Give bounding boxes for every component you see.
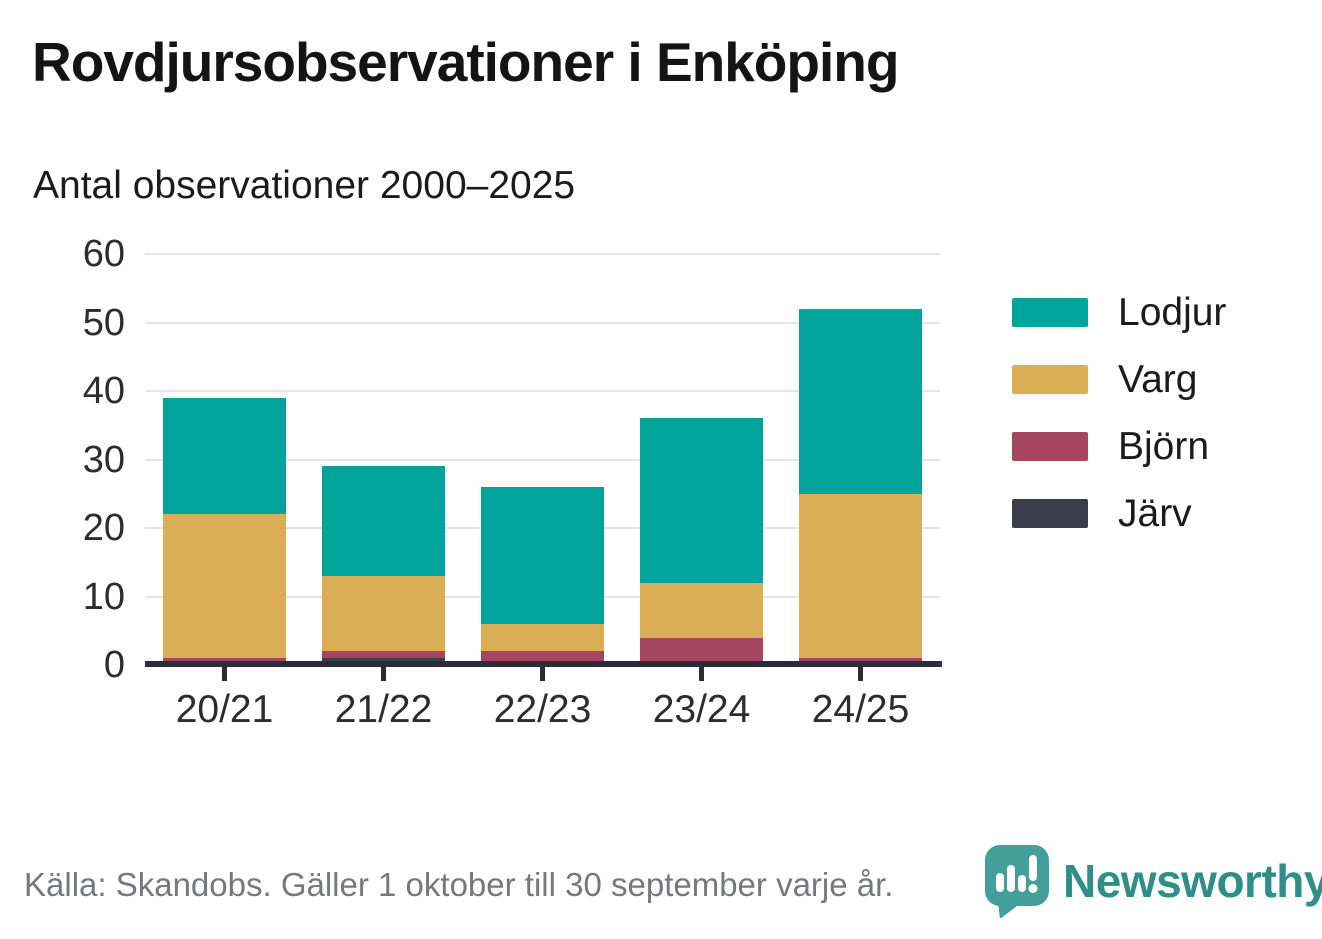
bar-21/22 — [322, 466, 445, 665]
gridline-40 — [145, 390, 940, 392]
legend-item-björn: Björn — [1012, 427, 1226, 466]
legend: Lodjur Varg Björn Järv — [1012, 293, 1226, 533]
chart-subtitle: Antal observationer 2000–2025 — [33, 164, 576, 207]
bar-segment-lodjur — [481, 486, 604, 624]
y-tick-label-50: 50 — [82, 301, 125, 344]
bar-segment-björn — [640, 637, 763, 665]
x-axis-line — [145, 661, 942, 667]
bar-segment-björn — [322, 651, 445, 659]
legend-label: Järv — [1118, 492, 1192, 535]
legend-swatch — [1012, 298, 1088, 327]
newsworthy-logo-icon — [985, 845, 1049, 918]
y-tick-label-10: 10 — [82, 575, 125, 618]
y-tick-label-30: 30 — [82, 438, 125, 481]
bar-segment-varg — [640, 582, 763, 638]
page-title: Rovdjursobservationer i Enköping — [32, 31, 899, 93]
y-tick-label-20: 20 — [82, 507, 125, 549]
source-text: Källa: Skandobs. Gäller 1 oktober till 3… — [24, 866, 894, 903]
x-tick — [222, 667, 227, 681]
legend-label: Varg — [1118, 358, 1198, 401]
x-tick — [699, 667, 704, 681]
bar-segment-varg — [322, 575, 445, 652]
bar-20/21 — [163, 397, 286, 665]
x-tick — [381, 667, 386, 681]
plot-area — [145, 253, 940, 665]
legend-swatch — [1012, 432, 1088, 461]
legend-label: Björn — [1118, 425, 1210, 468]
bar-segment-varg — [799, 493, 922, 659]
legend-item-järv: Järv — [1012, 494, 1226, 533]
bar-22/23 — [481, 486, 604, 665]
gridline-50 — [145, 321, 940, 324]
y-tick-label-60: 60 — [82, 233, 125, 275]
y-tick-label-0: 0 — [103, 644, 125, 686]
legend-swatch — [1012, 499, 1088, 528]
bar-segment-varg — [481, 623, 604, 652]
bar-segment-varg — [163, 514, 286, 659]
gridline-30 — [145, 458, 940, 461]
bar-23/24 — [640, 418, 763, 665]
x-tick-label-22/23: 22/23 — [493, 688, 592, 731]
x-tick-label-21/22: 21/22 — [334, 688, 433, 731]
x-tick-label-23/24: 23/24 — [652, 688, 751, 731]
legend-swatch — [1012, 365, 1088, 394]
bar-segment-lodjur — [640, 418, 763, 583]
gridline-60 — [145, 253, 940, 255]
y-tick-label-40: 40 — [82, 370, 125, 412]
y-axis-labels: 0 10 20 30 40 50 60 — [20, 233, 125, 686]
x-tick-label-24/25: 24/25 — [811, 688, 910, 731]
x-tick — [540, 667, 545, 681]
bar-segment-lodjur — [799, 308, 922, 494]
legend-item-lodjur: Lodjur — [1012, 293, 1226, 332]
newsworthy-logo: Newsworthy — [983, 844, 1322, 918]
bar-segment-lodjur — [322, 466, 445, 576]
bar-segment-lodjur — [163, 397, 286, 515]
legend-item-varg: Varg — [1012, 360, 1226, 399]
legend-label: Lodjur — [1118, 291, 1227, 334]
x-tick-label-20/21: 20/21 — [175, 688, 274, 731]
x-tick — [858, 667, 863, 681]
bar-24/25 — [799, 308, 922, 665]
newsworthy-logo-text: Newsworthy — [1063, 855, 1322, 907]
